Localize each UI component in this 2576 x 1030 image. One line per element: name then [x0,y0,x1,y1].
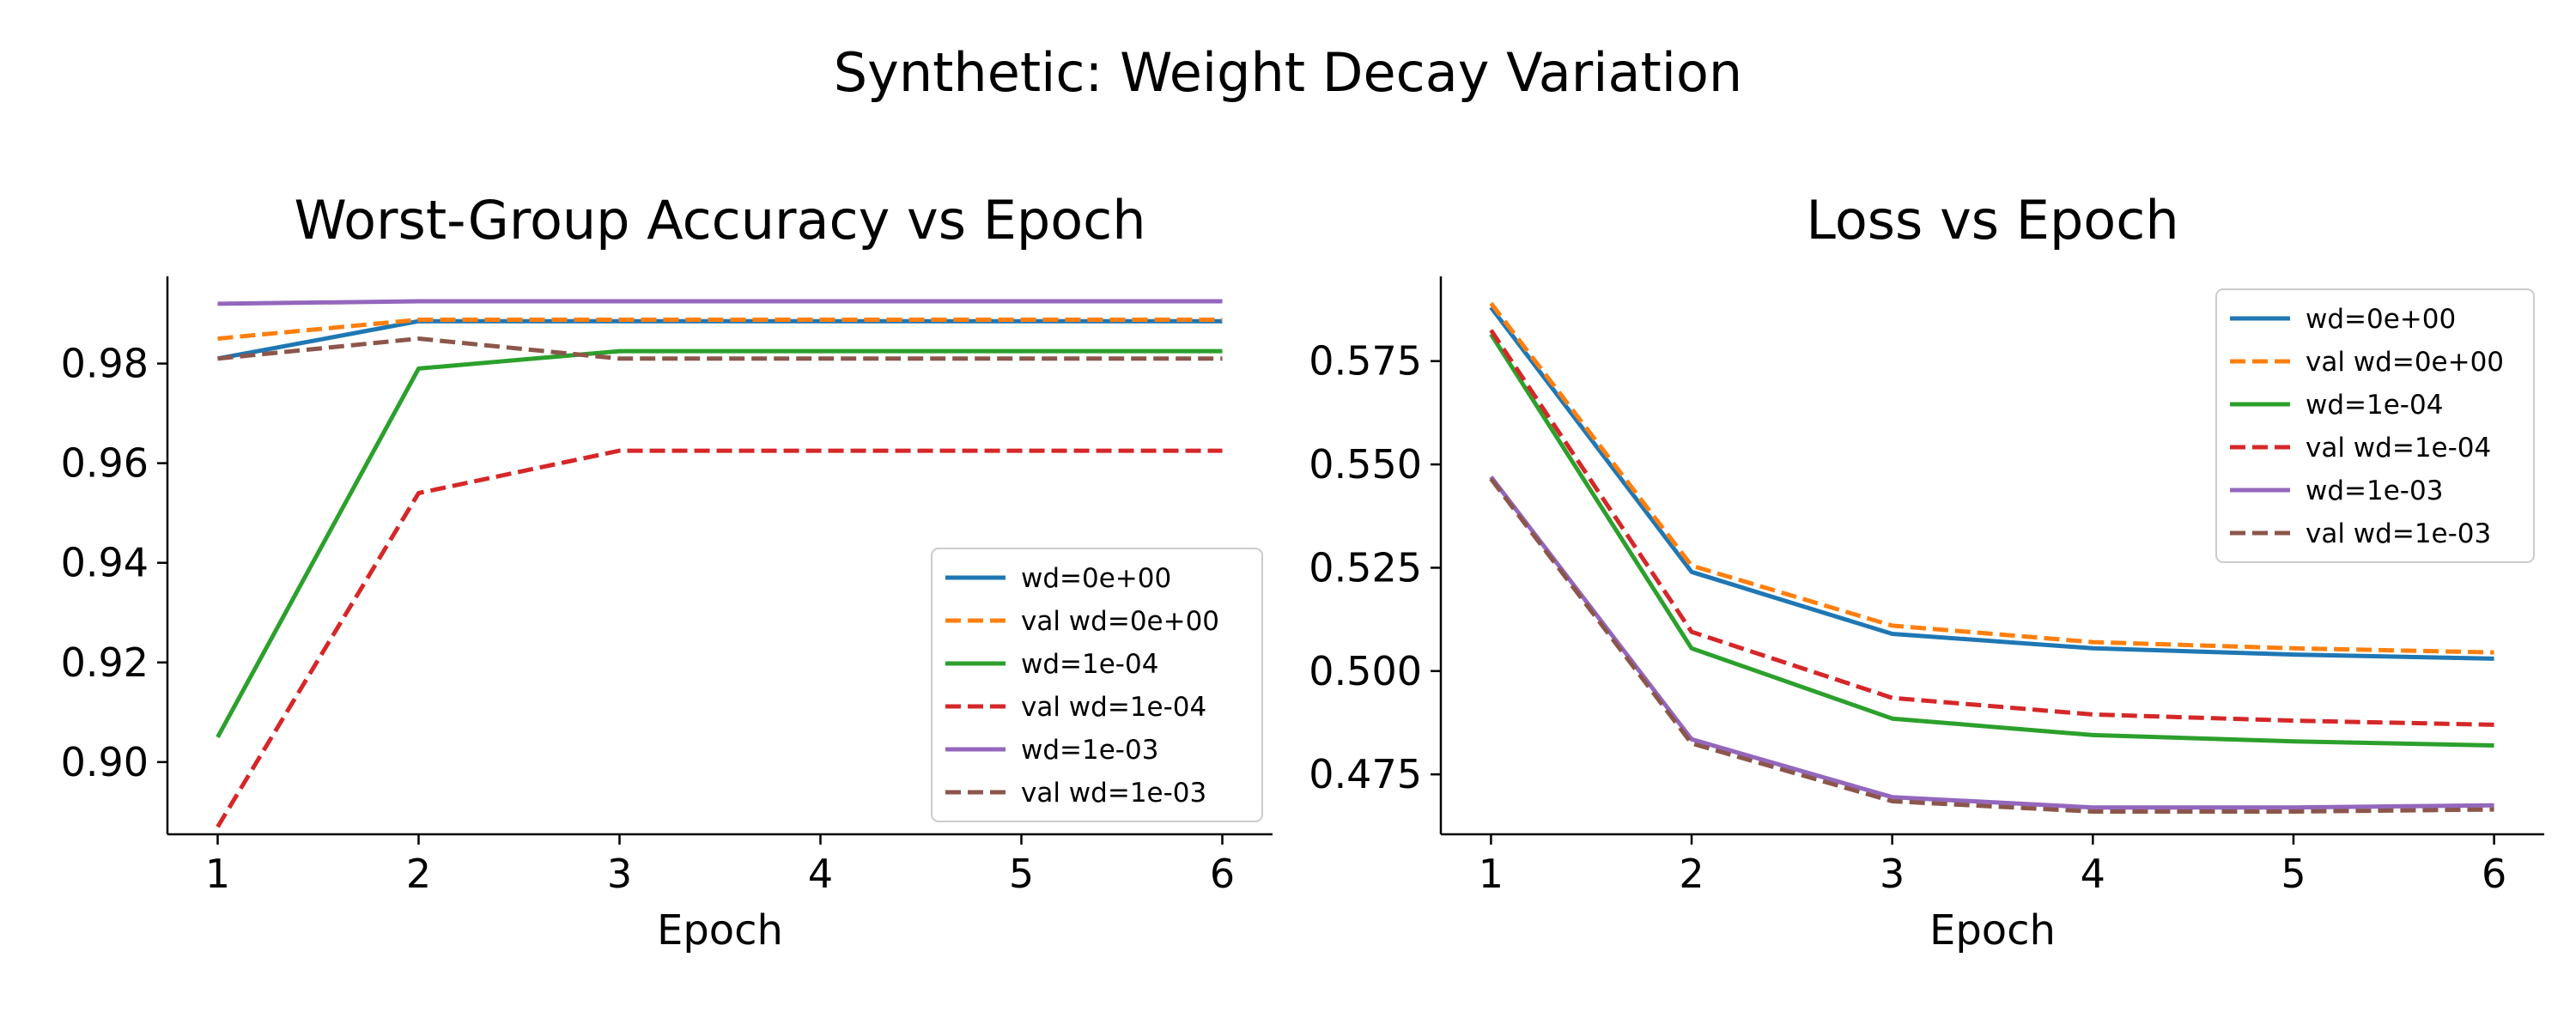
loss-legend-label: wd=1e-03 [2306,476,2443,506]
loss-y-tick-label: 0.525 [1309,544,1422,591]
loss-legend: wd=0e+00 val wd=0e+00 wd=1e-04 val wd=1e-04… [2215,288,2535,563]
accuracy-legend-label: val wd=1e-04 [1021,692,1206,723]
loss-x-tick-label: 6 [2482,851,2506,897]
accuracy-series-3-line [216,348,1223,738]
accuracy-x-tick-label: 5 [1009,851,1034,897]
loss-x-axis-label: Epoch [1929,906,2056,954]
accuracy-x-tick-label: 4 [808,851,833,897]
figure-title: Synthetic: Weight Decay Variation [834,41,1742,104]
loss-series-1-line [1489,306,2494,661]
accuracy-legend-label: wd=1e-04 [1021,649,1158,680]
loss-legend-label: wd=1e-04 [2306,390,2443,421]
loss-y-tick-label: 0.475 [1309,751,1422,797]
loss-legend-box [2215,288,2535,563]
loss-x-tick-label: 5 [2281,851,2306,897]
accuracy-chart-title: Worst-Group Accuracy vs Epoch [294,189,1145,251]
loss-legend-label: val wd=1e-04 [2306,433,2491,464]
accuracy-legend-label: val wd=0e+00 [1021,606,1219,637]
loss-series-4-line [1489,329,2494,727]
loss-y-tick-label: 0.550 [1309,441,1422,488]
accuracy-chart: Worst-Group Accuracy vs Epoch 1 2 3 4 5 6 0.90 0… [61,189,1273,954]
loss-legend-label: wd=0e+00 [2306,304,2456,335]
loss-series-6-line [1489,477,2494,814]
loss-x-tick-label: 1 [1479,851,1504,897]
loss-x-tick-label: 3 [1880,851,1905,897]
loss-x-tick-label: 4 [2081,851,2105,897]
loss-chart-title: Loss vs Epoch [1806,189,2178,251]
accuracy-y-tick-label: 0.98 [61,341,149,387]
loss-y-tick-label: 0.575 [1309,338,1422,385]
accuracy-x-tick-label: 1 [205,851,230,897]
accuracy-series-4-line [216,448,1223,828]
accuracy-y-tick-label: 0.94 [61,540,149,586]
accuracy-series-6-line [217,336,1223,361]
accuracy-x-tick-label: 2 [406,851,431,897]
accuracy-y-tick-label: 0.92 [61,639,149,686]
loss-legend-label: val wd=0e+00 [2306,347,2504,378]
accuracy-legend-box [931,548,1263,822]
accuracy-series-5-line [217,299,1223,306]
accuracy-legend-label: wd=1e-03 [1021,735,1158,766]
accuracy-series-2-line [217,318,1223,341]
loss-legend-label: val wd=1e-03 [2306,518,2491,549]
loss-series-2-line [1489,301,2494,655]
accuracy-x-axis-label: Epoch [657,906,783,954]
accuracy-legend-label: val wd=1e-03 [1021,778,1206,809]
accuracy-x-tick-label: 6 [1210,851,1235,897]
loss-x-tick-label: 2 [1679,851,1704,897]
accuracy-legend: wd=0e+00 val wd=0e+00 wd=1e-04 val wd=1e-04… [931,548,1263,822]
loss-series-5-line [1489,475,2494,810]
loss-chart: Loss vs Epoch 1 2 3 4 5 6 0.475 0.500 0.525 0.550 0… [1309,189,2544,954]
accuracy-y-tick-label: 0.90 [61,739,149,785]
accuracy-x-tick-label: 3 [607,851,632,897]
accuracy-legend-label: wd=0e+00 [1021,563,1171,594]
accuracy-y-tick-label: 0.96 [61,440,149,487]
loss-series-3-line [1489,333,2494,748]
loss-y-tick-label: 0.500 [1309,648,1422,694]
